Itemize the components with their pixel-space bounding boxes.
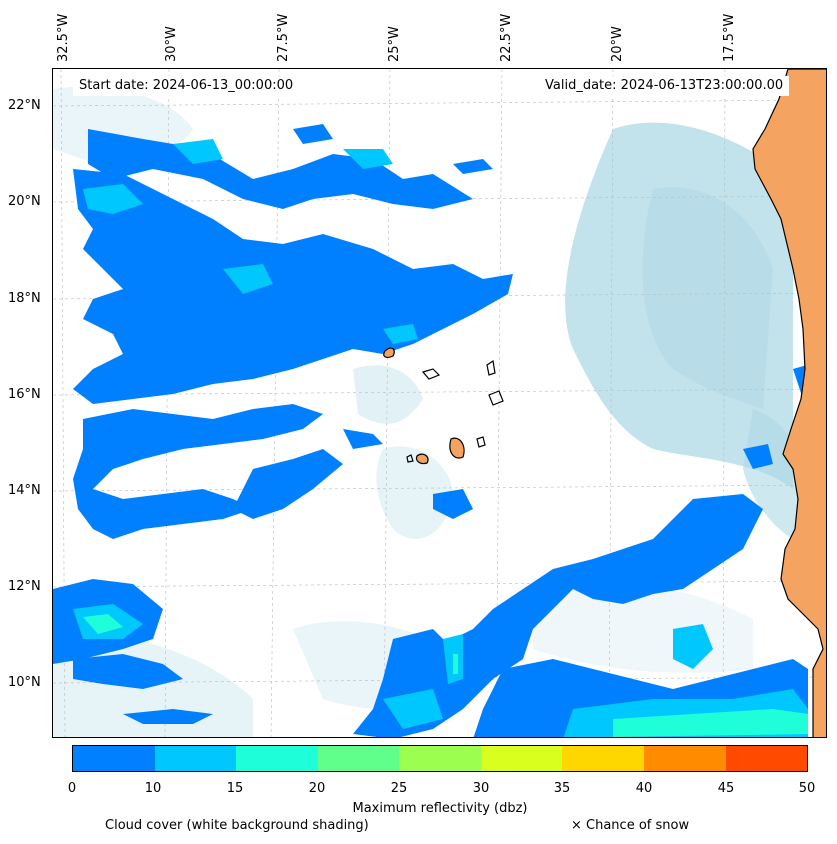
reflectivity-colorbar	[72, 745, 808, 772]
land-layer	[383, 69, 826, 737]
colorbar-tick: 10	[144, 781, 162, 796]
valid-date-label: Valid_date: 2024-06-13T23:00:00.00	[539, 76, 790, 96]
lat-label-14n: 14°N	[8, 483, 41, 498]
lat-label-20n: 20°N	[8, 194, 41, 209]
colorbar-tick: 20	[308, 781, 326, 796]
colorbar-tick: 15	[226, 781, 244, 796]
colorbar-segment	[399, 746, 481, 771]
colorbar-segment	[317, 746, 400, 771]
colorbar-segment	[236, 746, 318, 771]
colorbar-tick: 40	[635, 781, 653, 796]
start-date-label: Start date: 2024-06-13_00:00:00	[73, 76, 300, 96]
lat-label-12n: 12°N	[8, 579, 41, 594]
lon-label-30w: 30°W	[164, 26, 179, 62]
island-outlines	[406, 359, 504, 463]
reflectivity-layer-15-20	[83, 614, 808, 737]
lon-label-20w: 20°W	[610, 26, 625, 62]
colorbar-tick: 0	[67, 781, 77, 796]
lon-label-25w: 25°W	[387, 26, 402, 62]
lat-label-18n: 18°N	[8, 291, 41, 306]
snow-legend: × Chance of snow	[571, 818, 690, 833]
lon-label-17-5w: 17.5°W	[722, 13, 737, 62]
map-panel[interactable]	[52, 68, 827, 738]
cloud-cover-legend: Cloud cover (white background shading)	[105, 818, 369, 833]
colorbar-tick: 30	[472, 781, 490, 796]
colorbar-tick: 25	[390, 781, 408, 796]
colorbar-tick: 50	[798, 781, 816, 796]
colorbar-segment	[643, 746, 726, 771]
lon-label-32-5w: 32.5°W	[56, 13, 71, 62]
lat-label-10n: 10°N	[8, 675, 41, 690]
lon-label-22-5w: 22.5°W	[499, 13, 514, 62]
lat-label-16n: 16°N	[8, 387, 41, 402]
colorbar-tick: 45	[717, 781, 735, 796]
lat-label-22n: 22°N	[8, 98, 41, 113]
colorbar-segment	[154, 746, 237, 771]
colorbar-segment	[73, 746, 155, 771]
colorbar-label: Maximum reflectivity (dbz)	[352, 801, 528, 816]
colorbar-segment	[562, 746, 644, 771]
lon-label-27-5w: 27.5°W	[276, 13, 291, 62]
colorbar-segment	[725, 746, 808, 771]
colorbar-tick: 35	[553, 781, 571, 796]
colorbar-segment	[480, 746, 563, 771]
map-canvas	[53, 69, 826, 737]
